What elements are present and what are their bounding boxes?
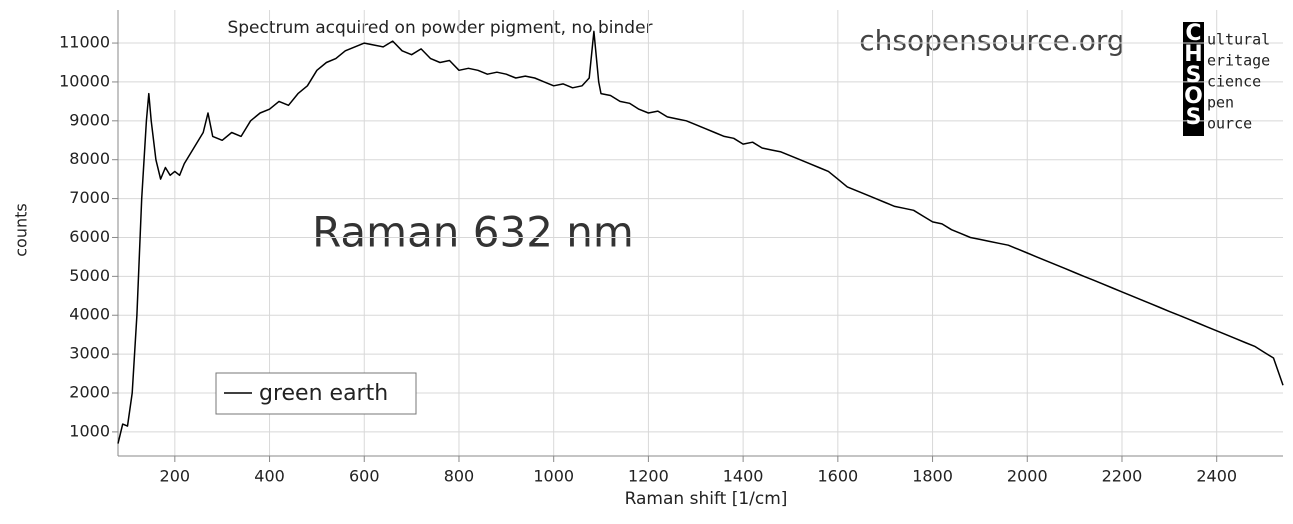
y-tick-label: 8000: [69, 149, 110, 168]
y-tick-label: 7000: [69, 188, 110, 207]
y-tick-label: 3000: [69, 344, 110, 363]
y-tick-label: 2000: [69, 383, 110, 402]
logo-letter: S: [1186, 63, 1202, 88]
y-tick-label: 4000: [69, 305, 110, 324]
y-tick-label: 6000: [69, 227, 110, 246]
x-tick-label: 2400: [1196, 467, 1237, 486]
y-tick-label: 1000: [69, 421, 110, 440]
y-tick-label: 11000: [59, 33, 110, 52]
y-tick-label: 9000: [69, 110, 110, 129]
logo-word: cience: [1207, 73, 1261, 91]
y-tick-label: 10000: [59, 71, 110, 90]
logo-letter: O: [1184, 84, 1203, 109]
big-label: Raman 632 nm: [312, 208, 634, 257]
logo-word: pen: [1207, 94, 1234, 112]
x-tick-label: 1600: [817, 467, 858, 486]
x-tick-label: 1800: [912, 467, 953, 486]
logo-letter: C: [1185, 21, 1201, 46]
logo-word: eritage: [1207, 52, 1270, 70]
x-tick-label: 2000: [1007, 467, 1048, 486]
x-tick-label: 2200: [1102, 467, 1143, 486]
logo-bar: [1183, 22, 1204, 136]
x-tick-label: 200: [160, 467, 191, 486]
data-line: [117, 30, 1284, 444]
x-tick-label: 1200: [628, 467, 669, 486]
logo-word: ultural: [1207, 31, 1270, 49]
annotation: Spectrum acquired on powder pigment, no …: [227, 18, 652, 38]
logo-word: ource: [1207, 115, 1252, 133]
x-tick-label: 800: [444, 467, 475, 486]
x-tick-label: 1400: [723, 467, 764, 486]
x-tick-label: 1000: [533, 467, 574, 486]
website: chsopensource.org: [859, 24, 1124, 57]
x-tick-label: 400: [254, 467, 285, 486]
logo-letter: H: [1184, 42, 1202, 67]
y-axis-label: counts: [12, 203, 31, 256]
logo-letter: S: [1186, 105, 1202, 130]
x-tick-label: 600: [349, 467, 380, 486]
x-axis-label: Raman shift [1/cm]: [625, 489, 788, 509]
y-tick-label: 5000: [69, 266, 110, 285]
legend-label: green earth: [259, 381, 388, 406]
